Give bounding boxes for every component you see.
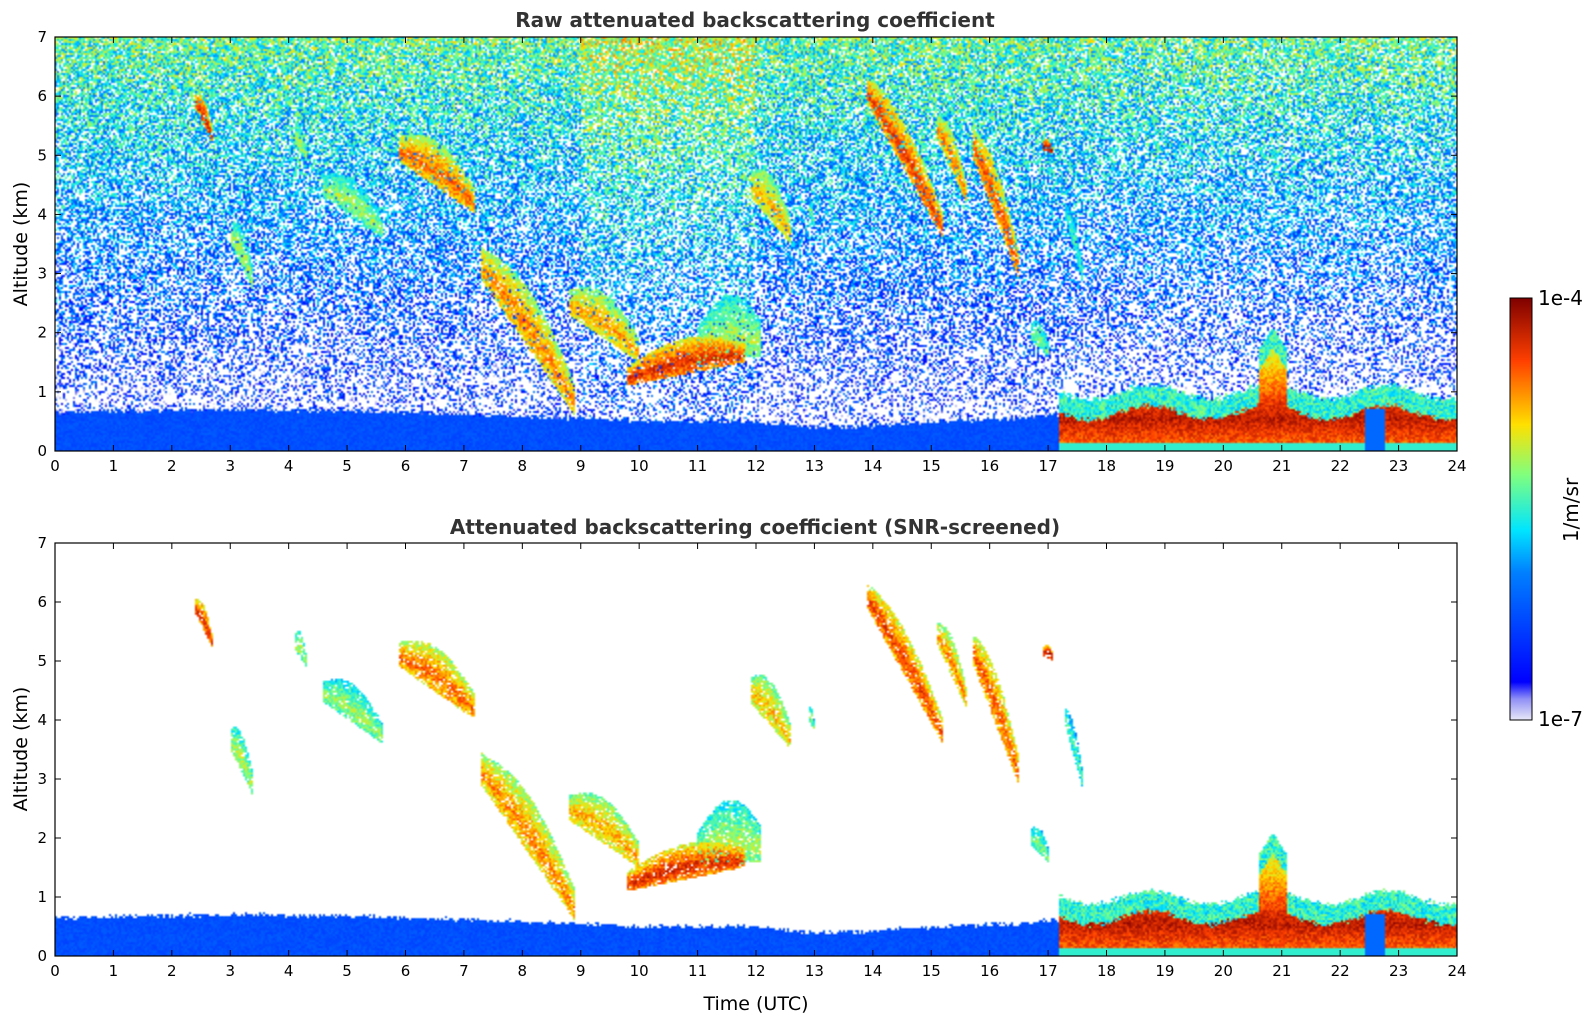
y-tick-label: 7 bbox=[37, 28, 47, 46]
x-tick-label: 24 bbox=[1447, 962, 1466, 980]
y-axis-screened: 0 1 2 3 4 5 6 7 bbox=[37, 534, 1457, 965]
y-tick-label: 3 bbox=[37, 770, 47, 788]
panel-screened: Attenuated backscattering coefficient (S… bbox=[10, 515, 1467, 1015]
x-tick-label: 0 bbox=[50, 962, 60, 980]
x-tick-label: 17 bbox=[1039, 962, 1058, 980]
x-tick-label: 15 bbox=[922, 457, 941, 475]
screened-backscatter-heatmap bbox=[55, 543, 1457, 956]
x-tick-label: 7 bbox=[459, 457, 469, 475]
raw-backscatter-heatmap bbox=[55, 37, 1457, 451]
x-tick-label: 6 bbox=[401, 457, 411, 475]
x-tick-label: 19 bbox=[1155, 457, 1174, 475]
x-tick-label: 20 bbox=[1214, 457, 1233, 475]
x-tick-label: 19 bbox=[1155, 962, 1174, 980]
y-axis-label-screened: Altitude (km) bbox=[10, 687, 32, 812]
x-tick-label: 9 bbox=[576, 962, 586, 980]
x-tick-label: 16 bbox=[980, 457, 999, 475]
x-tick-label: 8 bbox=[518, 962, 528, 980]
y-tick-label: 7 bbox=[37, 534, 47, 552]
x-tick-label: 22 bbox=[1331, 457, 1350, 475]
chart-title-raw: Raw attenuated backscattering coefficien… bbox=[515, 8, 995, 32]
x-tick-label: 20 bbox=[1214, 962, 1233, 980]
x-tick-label: 23 bbox=[1389, 457, 1408, 475]
x-tick-label: 0 bbox=[50, 457, 60, 475]
colorbar-min-label: 1e-7 bbox=[1538, 707, 1583, 731]
x-tick-label: 8 bbox=[518, 457, 528, 475]
x-tick-label: 17 bbox=[1039, 457, 1058, 475]
y-tick-label: 3 bbox=[37, 265, 47, 283]
x-tick-label: 18 bbox=[1097, 962, 1116, 980]
x-tick-label: 3 bbox=[225, 962, 235, 980]
x-tick-label: 4 bbox=[284, 962, 294, 980]
colorbar-max-label: 1e-4 bbox=[1538, 286, 1583, 310]
colorbar: 1e-4 1e-7 1/m/sr bbox=[1509, 286, 1583, 731]
y-tick-label: 5 bbox=[37, 652, 47, 670]
x-axis-raw: 0 1 2 3 4 5 6 7 8 9 10 11 12 13 14 15 16 17 18 19 20 21 22 23 24 bbox=[50, 37, 1467, 475]
x-tick-label: 23 bbox=[1389, 962, 1408, 980]
x-tick-label: 4 bbox=[284, 457, 294, 475]
x-tick-label: 24 bbox=[1447, 457, 1466, 475]
x-tick-label: 11 bbox=[688, 962, 707, 980]
x-tick-label: 3 bbox=[225, 457, 235, 475]
x-axis-label: Time (UTC) bbox=[702, 993, 808, 1015]
x-tick-label: 12 bbox=[746, 962, 765, 980]
y-tick-label: 4 bbox=[37, 711, 47, 729]
y-tick-label: 0 bbox=[37, 442, 47, 460]
colorbar-unit-label: 1/m/sr bbox=[1559, 477, 1583, 542]
y-tick-label: 0 bbox=[37, 947, 47, 965]
x-tick-label: 22 bbox=[1331, 962, 1350, 980]
x-tick-label: 1 bbox=[109, 962, 119, 980]
chart-title-screened: Attenuated backscattering coefficient (S… bbox=[450, 515, 1060, 539]
y-tick-label: 4 bbox=[37, 205, 47, 223]
x-tick-label: 21 bbox=[1272, 962, 1291, 980]
y-tick-label: 1 bbox=[37, 888, 47, 906]
x-tick-label: 16 bbox=[980, 962, 999, 980]
x-axis-screened: 0 1 2 3 4 5 6 7 8 9 10 11 12 13 14 15 16 17 18 19 20 21 22 23 24 bbox=[50, 543, 1467, 980]
x-tick-label: 10 bbox=[630, 457, 649, 475]
y-tick-label: 6 bbox=[37, 593, 47, 611]
x-tick-label: 7 bbox=[459, 962, 469, 980]
y-axis-raw: 0 1 2 3 4 5 6 7 bbox=[37, 28, 1457, 460]
x-tick-label: 15 bbox=[922, 962, 941, 980]
x-tick-label: 6 bbox=[401, 962, 411, 980]
y-tick-label: 2 bbox=[37, 324, 47, 342]
x-tick-label: 9 bbox=[576, 457, 586, 475]
x-tick-label: 21 bbox=[1272, 457, 1291, 475]
y-tick-label: 5 bbox=[37, 146, 47, 164]
colorbar-gradient bbox=[1509, 297, 1533, 721]
x-tick-label: 2 bbox=[167, 962, 177, 980]
x-tick-label: 13 bbox=[805, 457, 824, 475]
x-tick-label: 14 bbox=[863, 962, 882, 980]
x-tick-label: 1 bbox=[109, 457, 119, 475]
x-tick-label: 14 bbox=[863, 457, 882, 475]
y-axis-label-raw: Altitude (km) bbox=[10, 182, 32, 307]
x-tick-label: 2 bbox=[167, 457, 177, 475]
y-tick-label: 2 bbox=[37, 829, 47, 847]
x-tick-label: 12 bbox=[746, 457, 765, 475]
y-tick-label: 6 bbox=[37, 87, 47, 105]
x-tick-label: 10 bbox=[630, 962, 649, 980]
x-tick-label: 5 bbox=[342, 457, 352, 475]
x-tick-label: 11 bbox=[688, 457, 707, 475]
x-tick-label: 18 bbox=[1097, 457, 1116, 475]
panel-raw: Raw attenuated backscattering coefficien… bbox=[10, 8, 1467, 475]
x-tick-label: 5 bbox=[342, 962, 352, 980]
y-tick-label: 1 bbox=[37, 383, 47, 401]
x-tick-label: 13 bbox=[805, 962, 824, 980]
